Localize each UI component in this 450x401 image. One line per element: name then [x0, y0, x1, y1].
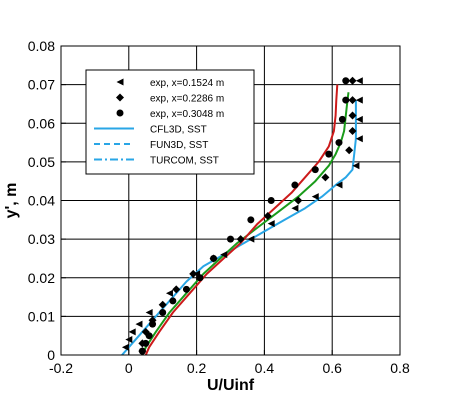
x-tick-label: 0.8: [390, 360, 410, 376]
legend-label: CFL3D, SST: [150, 125, 207, 136]
data-point: [335, 139, 343, 147]
legend-label: FUN3D, SST: [150, 140, 208, 151]
series-3: [121, 77, 363, 351]
data-point: [291, 204, 299, 212]
data-point: [236, 235, 245, 244]
data-point: [149, 320, 157, 328]
y-tick-label: 0.06: [28, 115, 55, 131]
data-point: [342, 96, 350, 104]
data-point: [342, 77, 350, 85]
data-point: [355, 77, 363, 85]
data-point: [345, 146, 354, 155]
data-point: [220, 251, 228, 259]
legend-label: exp, x=0.2286 m: [150, 94, 224, 105]
data-point: [142, 339, 150, 347]
data-point: [196, 274, 204, 282]
data-point: [158, 300, 167, 309]
data-point: [311, 166, 319, 174]
data-point: [355, 135, 363, 143]
data-point: [311, 193, 319, 201]
data-point: [335, 181, 343, 189]
x-axis-label: U/Uinf: [207, 377, 255, 394]
data-point: [348, 126, 357, 135]
y-tick-label: 0.03: [28, 231, 55, 247]
data-point: [267, 197, 275, 204]
legend-marker: [116, 78, 124, 86]
data-point: [210, 254, 218, 262]
legend-label: TURCOM, SST: [150, 156, 219, 167]
legend-item: TURCOM, SST: [94, 156, 219, 167]
y-tick-label: 0: [47, 347, 55, 363]
series-5: [138, 77, 350, 355]
x-tick-label: 0.4: [255, 360, 275, 376]
data-point: [172, 285, 181, 294]
legend-item: CFL3D, SST: [94, 125, 207, 136]
x-tick-label: 0: [125, 360, 133, 376]
legend: exp, x=0.1524 m exp, x=0.2286 m exp, x=0.3…: [85, 69, 255, 175]
data-point: [165, 289, 173, 297]
legend-item: FUN3D, SST: [94, 140, 208, 151]
data-point: [355, 115, 363, 123]
data-point: [352, 162, 360, 170]
y-tick-label: 0.05: [28, 154, 55, 170]
y-tick-label: 0.04: [28, 193, 55, 209]
data-point: [121, 343, 129, 351]
data-point: [159, 309, 167, 317]
data-point: [291, 181, 299, 189]
data-point: [267, 220, 275, 228]
x-tick-label: 0.6: [322, 360, 342, 376]
data-point: [294, 196, 303, 205]
legend-label: exp, x=0.1524 m: [150, 78, 224, 89]
legend-label: exp, x=0.3048 m: [150, 109, 224, 120]
tick-labels: -0.2 0 0.2 0.4 0.6 0.800.010.020.030.040.050.…: [28, 38, 410, 376]
legend-box: [85, 69, 255, 175]
data-point: [135, 320, 143, 328]
data-point: [348, 76, 357, 85]
data-point: [263, 211, 272, 220]
ticks: [60, 45, 401, 356]
data-point: [247, 235, 255, 243]
x-tick-label: 0.2: [187, 360, 207, 376]
data-point: [145, 332, 153, 340]
y-tick-label: 0.07: [28, 77, 55, 93]
y-tick-label: 0.01: [28, 308, 55, 324]
data-point: [348, 111, 357, 120]
y-tick-label: 0.08: [28, 38, 55, 54]
series-1: [141, 92, 350, 356]
legend-item: exp, x=0.2286 m: [116, 93, 224, 105]
data-point: [321, 173, 330, 182]
data-point: [325, 150, 333, 158]
data-point: [145, 309, 153, 317]
data-point: [189, 269, 198, 278]
legend-marker: [116, 109, 124, 117]
data-point: [125, 336, 133, 344]
x-tick-label: -0.2: [49, 360, 73, 376]
data-point: [355, 96, 363, 104]
series-line: [141, 92, 350, 356]
legend-marker: [116, 93, 124, 102]
series-layer: [121, 76, 363, 356]
data-point: [128, 328, 136, 336]
y-axis-label: y', m: [3, 183, 20, 219]
data-point: [227, 235, 234, 243]
data-point: [169, 297, 177, 305]
data-point: [338, 115, 346, 123]
legend-item: exp, x=0.3048 m: [116, 109, 224, 120]
data-point: [138, 347, 146, 355]
y-tick-label: 0.02: [28, 270, 55, 286]
data-point: [348, 96, 357, 105]
data-point: [247, 216, 255, 224]
legend-item: exp, x=0.1524 m: [116, 78, 224, 89]
data-point: [182, 285, 190, 293]
